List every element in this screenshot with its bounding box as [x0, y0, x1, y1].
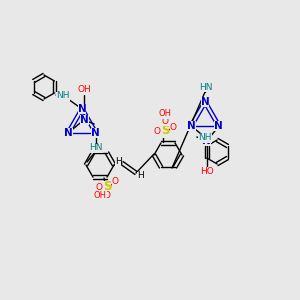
- Text: O: O: [169, 122, 176, 131]
- Text: OH: OH: [77, 85, 91, 94]
- Text: O: O: [103, 191, 110, 200]
- Text: OH: OH: [94, 190, 106, 200]
- Text: N: N: [187, 121, 196, 131]
- Text: HN: HN: [199, 82, 213, 91]
- Text: H: H: [115, 158, 122, 166]
- Text: N: N: [78, 104, 86, 114]
- Text: O: O: [154, 127, 160, 136]
- Text: HN: HN: [89, 143, 103, 152]
- Text: O: O: [112, 178, 118, 187]
- Text: N: N: [64, 128, 73, 138]
- Text: NH: NH: [56, 92, 70, 100]
- Text: HO: HO: [200, 167, 214, 176]
- Text: OH: OH: [158, 110, 172, 118]
- Text: N: N: [201, 97, 209, 107]
- Text: H: H: [136, 172, 143, 181]
- Text: O: O: [95, 182, 103, 191]
- Text: N: N: [214, 121, 223, 131]
- Text: S: S: [103, 181, 111, 194]
- Text: O: O: [161, 116, 169, 125]
- Text: N: N: [202, 136, 211, 146]
- Text: S: S: [161, 124, 169, 137]
- Text: N: N: [80, 115, 88, 125]
- Text: N: N: [92, 128, 100, 138]
- Text: NH: NH: [198, 134, 212, 142]
